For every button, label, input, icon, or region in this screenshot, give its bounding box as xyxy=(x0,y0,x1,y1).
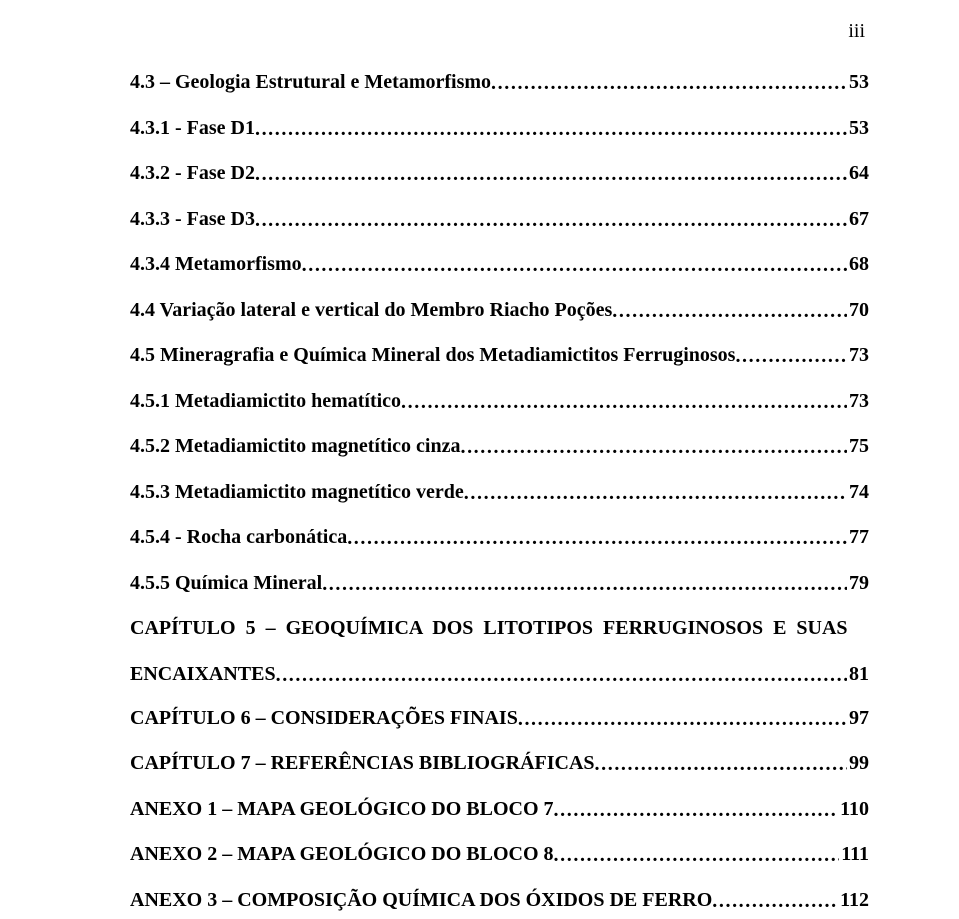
toc-entry-label: 4.4 Variação lateral e vertical do Membr… xyxy=(130,300,612,320)
toc-entry: 4.5.5 Química Mineral 79 xyxy=(130,573,869,593)
toc-leader-dots xyxy=(255,210,847,230)
toc-leader-dots xyxy=(347,528,847,548)
toc-entry: 4.3.2 - Fase D2 64 xyxy=(130,163,869,183)
table-of-contents: 4.3 – Geologia Estrutural e Metamorfismo… xyxy=(130,72,869,910)
toc-entry-page: 79 xyxy=(847,573,869,593)
toc-entry-label: 4.5.1 Metadiamictito hematítico xyxy=(130,391,401,411)
toc-leader-dots xyxy=(255,164,847,184)
toc-entry: 4.3 – Geologia Estrutural e Metamorfismo… xyxy=(130,72,869,92)
toc-entry: 4.5 Mineragrafia e Química Mineral dos M… xyxy=(130,345,869,365)
toc-leader-dots xyxy=(302,255,847,275)
toc-entry-label: 4.5.5 Química Mineral xyxy=(130,573,322,593)
toc-entry: ANEXO 3 – COMPOSIÇÃO QUÍMICA DOS ÓXIDOS … xyxy=(130,890,869,910)
toc-leader-dots xyxy=(554,845,840,865)
toc-entry-label: 4.5.3 Metadiamictito magnetítico verde xyxy=(130,482,464,502)
toc-entry-page: 74 xyxy=(847,482,869,502)
toc-entry: 4.5.1 Metadiamictito hematítico 73 xyxy=(130,391,869,411)
document-page: iii 4.3 – Geologia Estrutural e Metamorf… xyxy=(0,0,959,919)
toc-entry-page: 77 xyxy=(847,527,869,547)
toc-entry-label: 4.3.3 - Fase D3 xyxy=(130,209,255,229)
toc-entry: CAPÍTULO 5 – GEOQUÍMICA DOS LITOTIPOS FE… xyxy=(130,618,869,684)
toc-leader-dots xyxy=(712,891,838,911)
toc-entry-page: 64 xyxy=(847,163,869,183)
toc-entry: 4.5.4 - Rocha carbonática 77 xyxy=(130,527,869,547)
toc-leader-dots xyxy=(255,119,847,139)
toc-entry-page: 73 xyxy=(847,391,869,411)
toc-leader-dots xyxy=(401,392,847,412)
toc-leader-dots xyxy=(518,709,847,729)
toc-entry-label: ENCAIXANTES xyxy=(130,664,276,684)
toc-entry-page: 75 xyxy=(847,436,869,456)
toc-leader-dots xyxy=(595,754,847,774)
toc-entry: 4.3.1 - Fase D1 53 xyxy=(130,118,869,138)
toc-entry-label: ANEXO 3 – COMPOSIÇÃO QUÍMICA DOS ÓXIDOS … xyxy=(130,890,712,910)
toc-entry-page: 68 xyxy=(847,254,869,274)
toc-entry-page: 112 xyxy=(838,890,869,910)
toc-entry-page: 97 xyxy=(847,708,869,728)
toc-leader-dots xyxy=(491,73,847,93)
toc-entry: 4.3.4 Metamorfismo 68 xyxy=(130,254,869,274)
toc-leader-dots xyxy=(735,346,847,366)
toc-entry: CAPÍTULO 7 – REFERÊNCIAS BIBLIOGRÁFICAS 9… xyxy=(130,753,869,773)
toc-entry-label: 4.3 – Geologia Estrutural e Metamorfismo xyxy=(130,72,491,92)
toc-entry: ANEXO 1 – MAPA GEOLÓGICO DO BLOCO 7 110 xyxy=(130,799,869,819)
toc-entry-page: 73 xyxy=(847,345,869,365)
toc-leader-dots xyxy=(612,301,847,321)
toc-leader-dots xyxy=(554,800,839,820)
toc-entry-page: 111 xyxy=(839,844,869,864)
toc-entry-label: 4.5.4 - Rocha carbonática xyxy=(130,527,347,547)
toc-entry: 4.5.3 Metadiamictito magnetítico verde 74 xyxy=(130,482,869,502)
toc-entry: 4.4 Variação lateral e vertical do Membr… xyxy=(130,300,869,320)
page-number: iii xyxy=(848,20,865,43)
toc-entry: 4.5.2 Metadiamictito magnetítico cinza 75 xyxy=(130,436,869,456)
toc-entry-label: CAPÍTULO 7 – REFERÊNCIAS BIBLIOGRÁFICAS xyxy=(130,753,595,773)
toc-entry-label: ANEXO 1 – MAPA GEOLÓGICO DO BLOCO 7 xyxy=(130,799,554,819)
toc-entry-page: 99 xyxy=(847,753,869,773)
toc-entry-label: 4.5.2 Metadiamictito magnetítico cinza xyxy=(130,436,460,456)
toc-entry-label: CAPÍTULO 5 – GEOQUÍMICA DOS LITOTIPOS FE… xyxy=(130,618,869,638)
toc-entry-label: 4.3.4 Metamorfismo xyxy=(130,254,302,274)
toc-entry-page: 67 xyxy=(847,209,869,229)
toc-entry-label: ANEXO 2 – MAPA GEOLÓGICO DO BLOCO 8 xyxy=(130,844,554,864)
toc-entry: 4.3.3 - Fase D3 67 xyxy=(130,209,869,229)
toc-entry-page: 81 xyxy=(847,664,869,684)
toc-entry-line2: ENCAIXANTES 81 xyxy=(130,664,869,684)
toc-leader-dots xyxy=(322,574,847,594)
toc-entry-label: 4.5 Mineragrafia e Química Mineral dos M… xyxy=(130,345,735,365)
toc-entry-label: CAPÍTULO 6 – CONSIDERAÇÕES FINAIS xyxy=(130,708,518,728)
toc-leader-dots xyxy=(464,483,847,503)
toc-leader-dots xyxy=(276,665,847,685)
toc-entry-page: 53 xyxy=(847,118,869,138)
toc-entry-page: 53 xyxy=(847,72,869,92)
toc-entry: ANEXO 2 – MAPA GEOLÓGICO DO BLOCO 8 111 xyxy=(130,844,869,864)
toc-entry-page: 70 xyxy=(847,300,869,320)
toc-entry-label: 4.3.2 - Fase D2 xyxy=(130,163,255,183)
toc-leader-dots xyxy=(460,437,847,457)
toc-entry: CAPÍTULO 6 – CONSIDERAÇÕES FINAIS 97 xyxy=(130,708,869,728)
toc-entry-page: 110 xyxy=(838,799,869,819)
toc-entry-label: 4.3.1 - Fase D1 xyxy=(130,118,255,138)
